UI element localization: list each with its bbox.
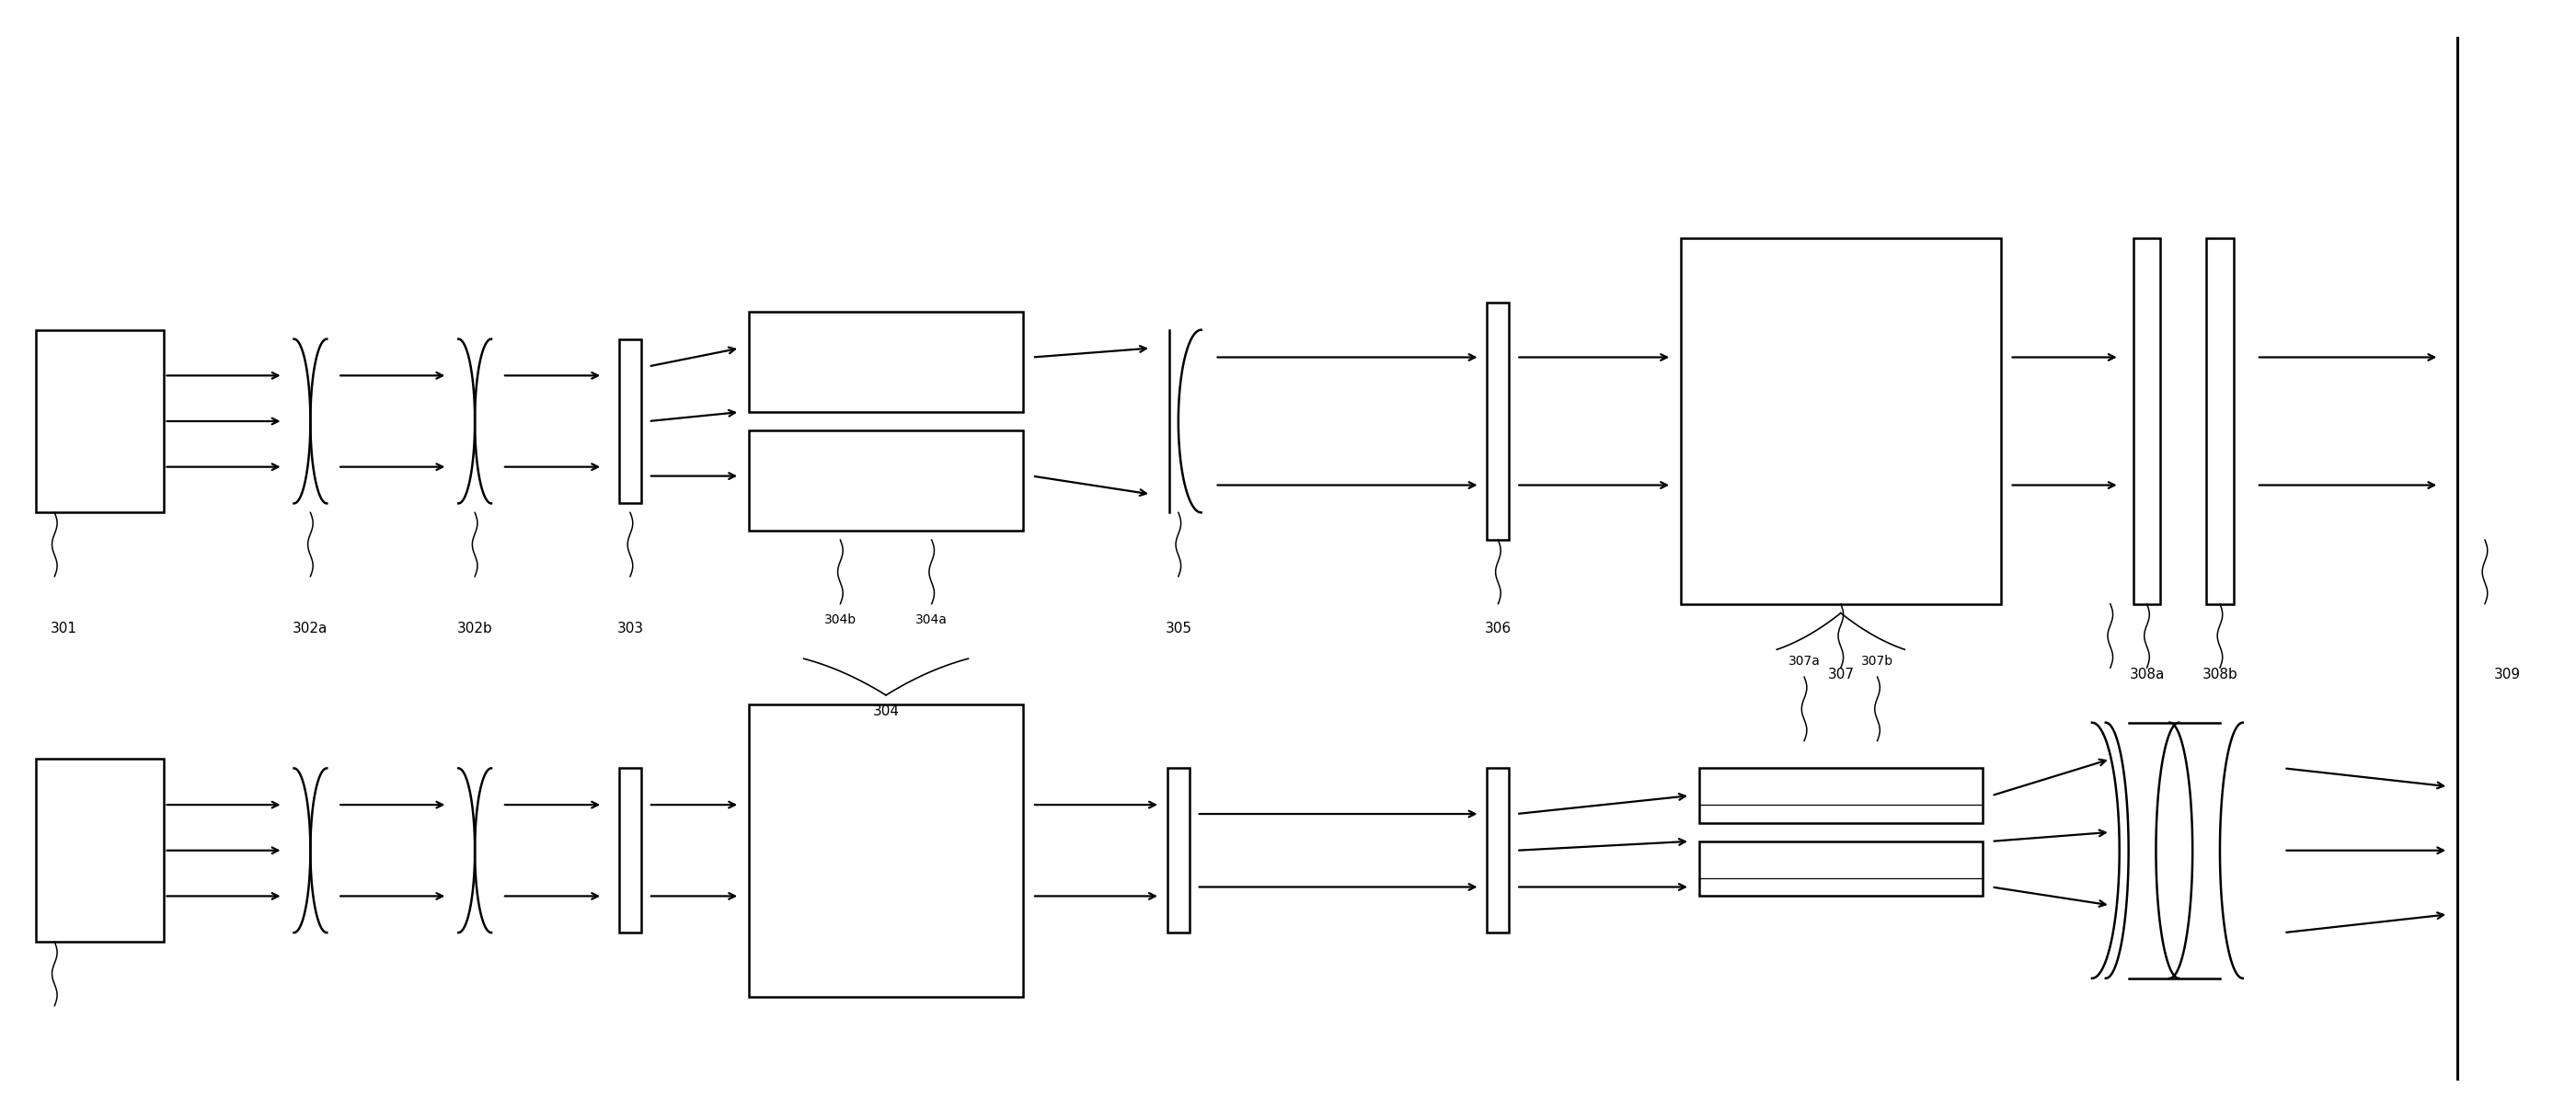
Bar: [618, 768, 641, 932]
Text: 307: 307: [1826, 668, 1855, 682]
Bar: [750, 431, 1023, 531]
Text: 301: 301: [52, 622, 77, 636]
Bar: [1486, 303, 1510, 539]
Bar: [2133, 239, 2161, 604]
Text: 302b: 302b: [456, 622, 492, 636]
Bar: [618, 339, 641, 504]
Text: 305: 305: [1164, 622, 1193, 636]
Bar: [1682, 239, 2002, 604]
Bar: [750, 312, 1023, 412]
Text: 307b: 307b: [1860, 655, 1893, 668]
Bar: [36, 330, 165, 513]
Bar: [1700, 841, 1984, 896]
Text: 308b: 308b: [2202, 668, 2239, 682]
Bar: [750, 705, 1023, 997]
Text: 304: 304: [873, 705, 899, 718]
Bar: [1700, 768, 1984, 823]
Text: 307a: 307a: [1788, 655, 1821, 668]
Text: 304a: 304a: [914, 613, 948, 626]
Text: 304b: 304b: [824, 613, 855, 626]
Text: 303: 303: [616, 622, 644, 636]
Text: 308a: 308a: [2130, 668, 2164, 682]
Bar: [36, 759, 165, 941]
Bar: [2205, 239, 2233, 604]
Bar: [1167, 768, 1190, 932]
Text: 306: 306: [1484, 622, 1512, 636]
Bar: [1486, 768, 1510, 932]
Text: 302a: 302a: [294, 622, 327, 636]
Text: 309: 309: [2494, 668, 2522, 682]
